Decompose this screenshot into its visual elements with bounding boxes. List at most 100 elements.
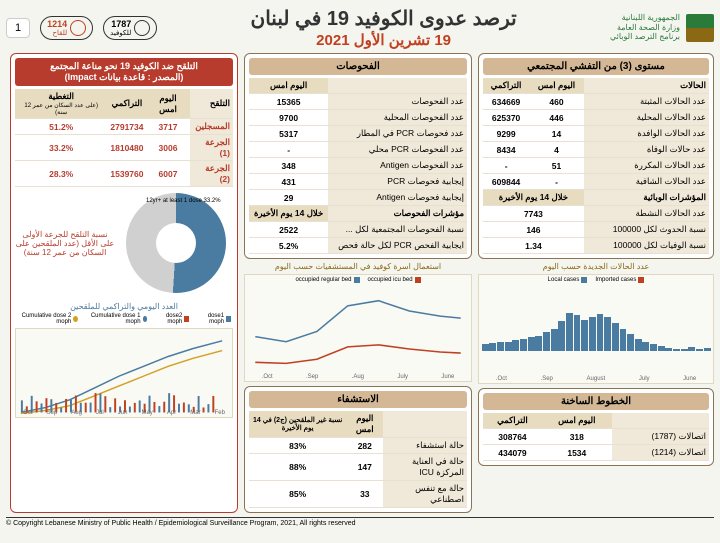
td: عدد حالات الوفاة xyxy=(584,142,709,158)
hotline2-label: للقاح xyxy=(47,29,67,37)
th: التلقح xyxy=(190,89,233,119)
community-table: الحالاتاليوم امسالتراكمي عدد الحالات الم… xyxy=(483,78,709,254)
donut-caption: نسبة التلقح للجرعة الأولى على الأقل (عدد… xyxy=(15,230,115,257)
td: 1534 xyxy=(542,445,612,461)
th: التراكمي xyxy=(483,413,542,429)
td: حالة استشفاء xyxy=(383,438,467,454)
cases-chart-title: عدد الحالات الجديدة حسب اليوم xyxy=(478,262,714,271)
td: عدد الحالات الشافية xyxy=(584,174,709,190)
td: نسبة الحدوث لكل 100000 xyxy=(584,222,709,238)
donut-row: 12yr+ at least 1 dose 33.2% نسبة التلقح … xyxy=(15,187,233,299)
td: اتصالات (1787) xyxy=(612,429,709,445)
td: 348 xyxy=(249,158,328,174)
td: 51.2% xyxy=(15,119,107,135)
gov-text: الجمهورية اللبنانية وزارة الصحة العامة ب… xyxy=(610,13,680,42)
vax-legend: dose1 moph dose2 moph Cumulative dose 1 … xyxy=(17,313,231,325)
vax-panel: التلقح ضد الكوفيد 19 نحو مناعة المجتمع (… xyxy=(10,53,238,513)
td: 88% xyxy=(249,454,346,481)
hospital-title: الاستشفاء xyxy=(249,391,467,408)
td: 3006 xyxy=(146,135,189,161)
community-panel: مستوى (3) من التفشي المجتمعي الحالاتاليو… xyxy=(478,53,714,259)
title-block: ترصد عدوى الكوفيد 19 في لبنان 19 تشرين ا… xyxy=(167,6,600,49)
hotlines-panel: الخطوط الساخنة اليوم امسالتراكمي اتصالات… xyxy=(478,388,714,466)
td: المسجلين xyxy=(190,119,233,135)
legend-label: dose1 moph xyxy=(197,313,224,325)
td: 147 xyxy=(346,454,383,481)
td: عدد الحالات المحلية xyxy=(584,110,709,126)
legend-label: Cumulative dose 1 moph xyxy=(86,313,140,325)
td: الجرعة (1) xyxy=(190,135,233,161)
td: عدد الفحوصات المحلية xyxy=(328,110,467,126)
td: 83% xyxy=(249,438,346,454)
vax-title: التلقح ضد الكوفيد 19 نحو مناعة المجتمع (… xyxy=(15,58,233,86)
headset-icon xyxy=(134,20,150,36)
td: 28.3% xyxy=(15,161,107,187)
tests-title: الفحوصات xyxy=(249,58,467,75)
td: 3717 xyxy=(146,119,189,135)
headset-icon xyxy=(70,20,86,36)
report-date: 19 تشرين الأول 2021 xyxy=(167,31,600,49)
td: 460 xyxy=(529,94,584,110)
cases-legend: Imported cases Local cases xyxy=(481,277,711,283)
td: عدد الفحوصات xyxy=(328,94,467,110)
th: مؤشرات الفحوصات xyxy=(328,206,467,222)
vax-title2: (المصدر : قاعدة بيانات Impact) xyxy=(18,72,230,83)
td: إيجابية فحوصات Antigen xyxy=(328,190,467,206)
td: عدد الفحوصات PCR محلي xyxy=(328,142,467,158)
footer-copyright: © Copyright Lebanese Ministry of Public … xyxy=(6,517,714,527)
td: 7743 xyxy=(483,206,584,222)
th xyxy=(328,78,467,94)
vax-donut-chart: 12yr+ at least 1 dose 33.2% xyxy=(126,193,226,293)
hotline1-label: للكوفيد xyxy=(110,29,131,37)
td: 9700 xyxy=(249,110,328,126)
donut-label: 12yr+ at least 1 dose 33.2% xyxy=(146,198,221,204)
td: عدد الفحوصات Antigen xyxy=(328,158,467,174)
td: 431 xyxy=(249,174,328,190)
td: عدد الحالات المكررة xyxy=(584,158,709,174)
th: التراكمي xyxy=(483,78,529,94)
tests-table: اليوم امس عدد الفحوصات15365 عدد الفحوصات… xyxy=(249,78,467,254)
th: اليوم امس xyxy=(346,411,383,438)
th: المؤشرات الوبائية xyxy=(584,190,709,206)
td: ايجابية الفحص PCR لكل حالة فحص xyxy=(328,238,467,254)
legend-label: dose2 moph xyxy=(155,313,182,325)
hotline2-number: 1214 xyxy=(47,19,67,29)
td: 5317 xyxy=(249,126,328,142)
td: 9299 xyxy=(483,126,529,142)
td: 1.34 xyxy=(483,238,584,254)
legend-item: Cumulative dose 2 moph xyxy=(17,313,78,325)
tests-panel: الفحوصات اليوم امس عدد الفحوصات15365 عدد… xyxy=(244,53,472,259)
hospital-table: اليوم امسنسبة غير الملقحين (ج2) في 14 يو… xyxy=(249,411,467,508)
vax-table: التلقح اليوم امس التراكمي التغطية(على عد… xyxy=(15,89,233,187)
hospital-panel: الاستشفاء اليوم امسنسبة غير الملقحين (ج2… xyxy=(244,386,472,513)
th: خلال 14 يوم الأخيرة xyxy=(249,206,328,222)
td: 282 xyxy=(346,438,383,454)
td: 33.2% xyxy=(15,135,107,161)
td: حالة مع تنفس اصطناعي xyxy=(383,481,467,508)
logo-block: الجمهورية اللبنانية وزارة الصحة العامة ب… xyxy=(610,13,714,42)
cedar-logo-icon xyxy=(686,14,714,42)
th: التغطية(على عدد السكان من عمر 12 سنة) xyxy=(15,89,107,119)
td: 4 xyxy=(529,142,584,158)
td: إيجابية فحوصات PCR xyxy=(328,174,467,190)
icu-chart: occupied icu bed occupied regular bed Ju… xyxy=(244,274,472,382)
td: 446 xyxy=(529,110,584,126)
icu-lines xyxy=(245,275,471,378)
col-tests: الفحوصات اليوم امس عدد الفحوصات15365 عدد… xyxy=(244,53,472,513)
hotline-covid: 1787 للكوفيد xyxy=(103,16,157,40)
td: حالة في العناية المركزة ICU xyxy=(383,454,467,481)
icu-chart-title: استعمال اسرة كوفيد في المستشفيات حسب الي… xyxy=(244,262,472,271)
td: 634669 xyxy=(483,94,529,110)
th: الحالات xyxy=(584,78,709,94)
th: التراكمي xyxy=(107,89,146,119)
td: 1810480 xyxy=(107,135,146,161)
main-grid: مستوى (3) من التفشي المجتمعي الحالاتاليو… xyxy=(6,53,714,513)
legend-label: Local cases xyxy=(548,277,580,283)
td: عدد الحالات المثبتة xyxy=(584,94,709,110)
th: نسبة غير الملقحين (ج2) في 14 يوم الأخيرة xyxy=(249,411,346,438)
vax-chart: FebMarAprMayJunJulAugSepOct xyxy=(15,328,233,418)
td: 625370 xyxy=(483,110,529,126)
td: 33 xyxy=(346,481,383,508)
community-title: مستوى (3) من التفشي المجتمعي xyxy=(483,58,709,75)
td: 308764 xyxy=(483,429,542,445)
